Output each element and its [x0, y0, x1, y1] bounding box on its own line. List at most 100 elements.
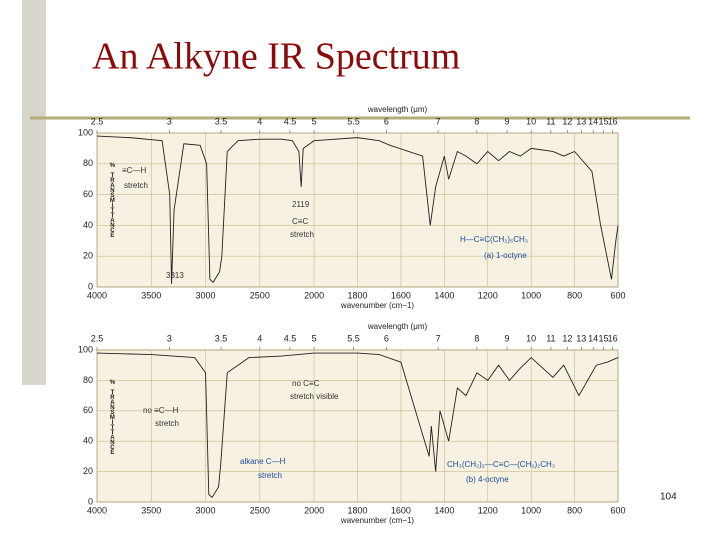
x2-tick-label: 2.5 — [91, 116, 104, 126]
x-tick-label: 3000 — [196, 505, 216, 515]
x2-axis-label: wavelength (μm) — [367, 105, 428, 114]
x-tick-label: 2500 — [250, 505, 270, 515]
annotation: 3313 — [166, 271, 184, 280]
x-tick-label: 2000 — [304, 505, 324, 515]
y-tick-label: 100 — [78, 127, 93, 137]
x-tick-label: 3500 — [141, 290, 161, 300]
y-axis-label: % TRANSMITTANCE — [109, 380, 115, 455]
x-tick-label: 1400 — [434, 290, 454, 300]
x-tick-label: 1200 — [478, 505, 498, 515]
x2-tick-label: 5 — [312, 333, 317, 343]
x2-tick-label: 4 — [257, 116, 262, 126]
x-tick-label: 1600 — [391, 290, 411, 300]
x-tick-label: 1800 — [347, 505, 367, 515]
x-tick-label: 4000 — [87, 505, 107, 515]
annotation: stretch — [124, 181, 148, 190]
x2-tick-label: 16 — [608, 116, 618, 126]
x2-tick-label: 7 — [436, 333, 441, 343]
x2-tick-label: 10 — [526, 116, 536, 126]
x-tick-label: 1800 — [347, 290, 367, 300]
x-tick-label: 1400 — [434, 505, 454, 515]
x-tick-label: 600 — [610, 505, 625, 515]
annotation: (b) 4-octyne — [466, 475, 509, 484]
x2-tick-label: 3 — [167, 116, 172, 126]
y-tick-label: 60 — [83, 405, 93, 415]
y-axis-label: % TRANSMITTANCE — [109, 163, 115, 238]
slide-title: An Alkyne IR Spectrum — [92, 36, 460, 78]
y-tick-label: 0 — [88, 496, 93, 506]
page-number: 104 — [660, 492, 677, 503]
annotation: stretch — [290, 230, 314, 239]
x2-tick-label: 13 — [576, 116, 586, 126]
x2-tick-label: 6 — [384, 333, 389, 343]
x-tick-label: 800 — [567, 505, 582, 515]
x2-tick-label: 11 — [546, 333, 555, 343]
x-tick-label: 1200 — [478, 290, 498, 300]
spectrum-b: 0 20 40 60 80 100 4000 3500 3000 2500 2000 1800 1600… — [78, 322, 626, 525]
y-tick-label: 80 — [83, 375, 93, 385]
x2-tick-label: 11 — [546, 116, 555, 126]
y-tick-label: 40 — [83, 436, 93, 446]
x2-tick-label: 15 — [599, 333, 609, 343]
x-axis-label: wavenumber (cm−1) — [340, 516, 414, 525]
annotation: no C≡C — [292, 379, 320, 388]
x2-tick-label: 6 — [384, 116, 389, 126]
x2-tick-label: 13 — [576, 333, 586, 343]
y-tick-label: 80 — [83, 158, 93, 168]
x-tick-label: 2500 — [250, 290, 270, 300]
x2-tick-label: 4.5 — [284, 116, 297, 126]
y-tick-label: 20 — [83, 466, 93, 476]
x2-tick-label: 14 — [588, 116, 598, 126]
annotation: 2119 — [292, 200, 310, 209]
x2-tick-label: 16 — [608, 333, 618, 343]
x2-tick-label: 4.5 — [284, 333, 297, 343]
annotation: stretch — [155, 419, 179, 428]
y-tick-label: 100 — [78, 344, 93, 354]
x2-tick-label: 10 — [526, 333, 536, 343]
x2-tick-label: 8 — [474, 333, 479, 343]
x-tick-label: 1600 — [391, 505, 411, 515]
x2-tick-label: 12 — [562, 333, 572, 343]
x2-tick-label: 3 — [167, 333, 172, 343]
annotation: (a) 1-octyne — [484, 251, 527, 260]
x2-tick-label: 14 — [588, 333, 598, 343]
x2-tick-label: 9 — [505, 116, 510, 126]
x2-tick-label: 4 — [257, 333, 262, 343]
x2-tick-label: 3.5 — [215, 116, 228, 126]
x-tick-label: 3500 — [141, 505, 161, 515]
x-tick-label: 1000 — [521, 290, 541, 300]
side-bar — [22, 0, 46, 385]
x2-tick-label: 15 — [599, 116, 609, 126]
x2-tick-label: 7 — [436, 116, 441, 126]
annotation: stretch — [258, 471, 282, 480]
x-tick-label: 1000 — [521, 505, 541, 515]
spectrum-line — [96, 135, 619, 284]
annotation: stretch visible — [290, 392, 339, 401]
x2-tick-label: 2.5 — [91, 333, 104, 343]
annotation: ≡C—H — [122, 166, 146, 175]
x-tick-label: 2000 — [304, 290, 324, 300]
x2-tick-label: 5.5 — [347, 116, 360, 126]
y-tick-label: 60 — [83, 189, 93, 199]
annotation: no ≡C—H — [143, 406, 179, 415]
x2-tick-label: 8 — [474, 116, 479, 126]
y-tick-label: 20 — [83, 251, 93, 261]
x-tick-label: 3000 — [196, 290, 216, 300]
x2-tick-label: 5 — [312, 116, 317, 126]
annotation: CH₃(CH₂)₂—C≡C—(CH₂)₂CH₃ — [447, 460, 555, 469]
spectrum-line — [96, 352, 619, 499]
x2-tick-label: 9 — [505, 333, 510, 343]
x-axis-label: wavenumber (cm−1) — [340, 301, 414, 310]
spectrum-a: 0 20 40 60 80 100 4000 3500 3000 2500 2000 1800 1600… — [78, 105, 626, 310]
x-tick-label: 4000 — [87, 290, 107, 300]
x-tick-label: 600 — [610, 290, 625, 300]
annotation: H—C≡C(CH₂)₅CH₃ — [460, 235, 528, 244]
annotation: C≡C — [292, 217, 308, 226]
x2-tick-label: 12 — [562, 116, 572, 126]
x-tick-label: 800 — [567, 290, 582, 300]
y-tick-label: 0 — [88, 281, 93, 291]
annotation: alkane C—H — [240, 457, 286, 466]
x2-tick-label: 5.5 — [347, 333, 360, 343]
x2-tick-label: 3.5 — [215, 333, 228, 343]
